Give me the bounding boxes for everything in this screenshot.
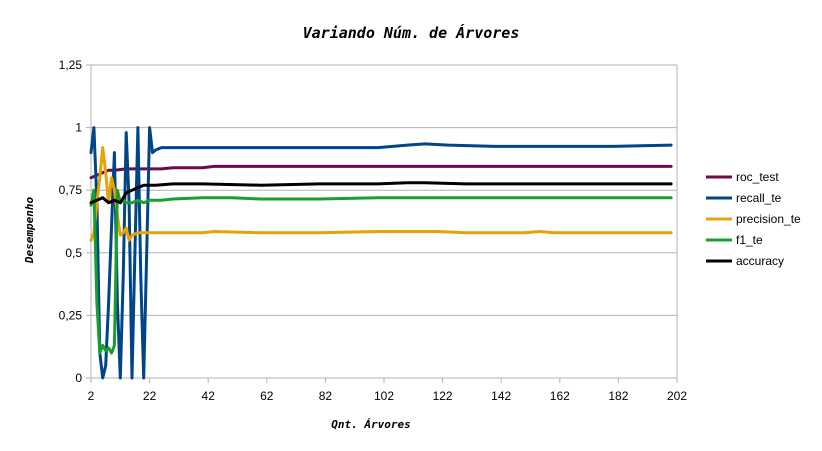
x-tick-label: 22 <box>143 389 157 403</box>
y-tick-label: 0,75 <box>59 183 83 197</box>
x-tick-label: 102 <box>374 389 394 403</box>
x-tick-label: 162 <box>550 389 570 403</box>
x-tick-label: 122 <box>433 389 453 403</box>
y-tick-label: 0,25 <box>59 308 83 322</box>
series-line-accuracy <box>89 181 673 205</box>
x-tick-label: 182 <box>608 389 628 403</box>
x-tick-label: 42 <box>202 389 216 403</box>
legend: roc_test recall_te precision_te f1_teaccura… <box>706 170 801 268</box>
plot-border <box>90 64 678 379</box>
y-tick-label: 0 <box>75 371 82 385</box>
series-line-recall_te <box>89 126 673 380</box>
x-axis-title: Qnt. Árvores <box>331 418 410 431</box>
plot-area <box>90 64 678 379</box>
legend-label-f1_te: f1_te <box>736 233 763 247</box>
legend-label-recall_te: recall_te <box>736 191 782 205</box>
series-lines <box>89 126 673 380</box>
series-line-roc_test <box>89 164 673 180</box>
x-tick-label: 82 <box>319 389 333 403</box>
legend-label-accuracy: accuracy <box>736 254 784 268</box>
y-tick-label: 1,25 <box>59 58 83 72</box>
y-tick-label: 0,5 <box>65 246 82 260</box>
series-line-precision_te <box>89 146 673 242</box>
y-axis-title: Desempenho <box>23 197 36 265</box>
legend-label-roc_test: roc_test <box>736 170 779 184</box>
y-tick-label: 1 <box>75 121 82 135</box>
series-line-f1_te <box>89 188 673 355</box>
x-tick-label: 202 <box>667 389 687 403</box>
x-tick-label: 2 <box>88 389 95 403</box>
x-tick-label: 142 <box>491 389 511 403</box>
grid-lines <box>91 64 677 379</box>
x-tick-label: 62 <box>260 389 274 403</box>
chart-title: Variando Núm. de Árvores <box>303 23 520 42</box>
legend-label-precision_te: precision_te <box>736 212 801 226</box>
